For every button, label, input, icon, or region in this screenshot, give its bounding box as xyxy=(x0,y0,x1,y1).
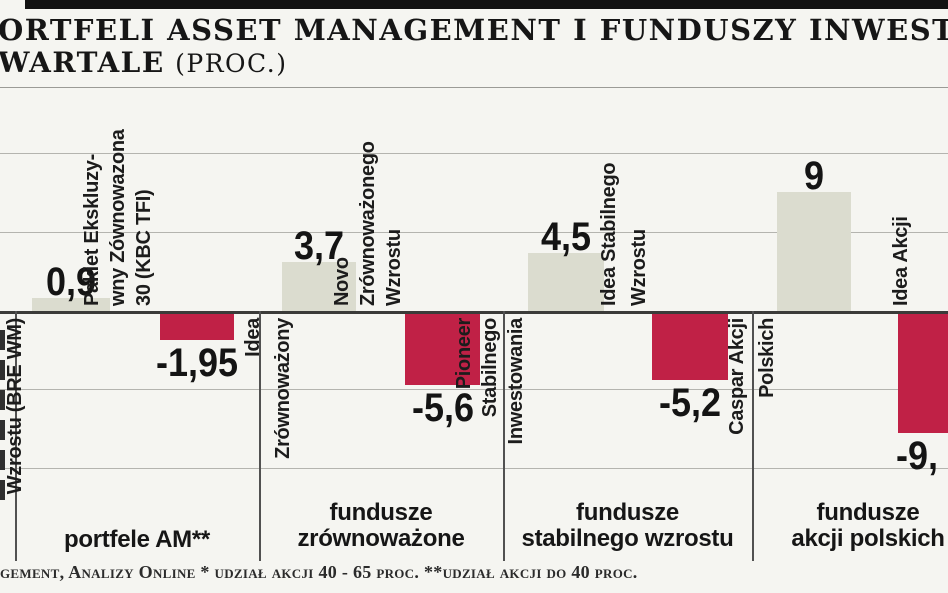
bar-name-caspar-akcji: Caspar Akcji Polskich xyxy=(722,318,782,466)
bar-name-line: Inwestowania xyxy=(505,318,527,445)
bar-name-line: Novo xyxy=(331,257,353,306)
group-divider xyxy=(752,311,754,561)
bar-name-line: Pioneer xyxy=(453,318,475,390)
bar-name-line: Wzrostu (BRE WM) xyxy=(4,318,26,495)
value-label: 0,9 xyxy=(45,260,97,304)
value-label: 4,5 xyxy=(540,215,592,259)
bar-name-line: 30 (KBC TFI) xyxy=(133,189,155,306)
bar-idea-akcji xyxy=(898,314,948,433)
bar-name-line: Pakiet Ekskluzy- xyxy=(81,154,103,306)
group-label-fundusze-stabilnego: fundusze stabilnego wzrostu xyxy=(503,500,752,552)
bar-name-line: Zrównoważonego xyxy=(357,141,379,306)
bar-name-pioneer-stabilnego: Pioneer Stabilnego Inwestowania xyxy=(451,318,529,478)
zero-baseline xyxy=(0,311,948,314)
group-label-line: fundusze xyxy=(329,499,433,526)
bar-name-pakiet-ekskluzywny: Pakiet Ekskluzy- wny Zównowazona 30 (KBC… xyxy=(79,101,157,306)
bar-name-idea-zrownowazony: Idea Zrównoważony xyxy=(238,318,298,490)
source-note: gement, Analizy Online * udział akcji 40… xyxy=(0,562,638,582)
bar-name-line: Idea Stabilnego xyxy=(598,162,620,306)
page-title-line2-bold: WARTALE xyxy=(0,46,165,79)
bar-name-line: Idea Akcji xyxy=(890,216,912,306)
bar-caspar-akcji-polskich xyxy=(777,192,851,311)
bar-name-idea-akcji: Idea Akcji xyxy=(888,188,914,306)
bar-novo-zrownowazonego-wzrostu xyxy=(405,314,480,385)
gridline xyxy=(0,468,948,469)
bar-name-portfel-modelowy: Portfel Modelowy Stabilnego Wzrostu (BRE… xyxy=(0,318,28,513)
gridline xyxy=(0,389,948,390)
bar-name-line: Zrównoważony xyxy=(272,318,294,459)
bar-name-line: Caspar Akcji xyxy=(726,318,748,435)
bar-idea-stabilnego-wzrostu xyxy=(652,314,728,380)
bar-name-line: Wzrostu xyxy=(383,229,405,306)
group-divider xyxy=(15,311,17,561)
title-top-rule xyxy=(25,0,948,9)
bar-portfel-modelowy xyxy=(32,298,110,311)
bar-name-line: Stabilnego xyxy=(479,318,501,418)
bar-pioneer-stabilnego-inwestowania xyxy=(528,253,604,311)
group-label-line: fundusze xyxy=(576,499,679,526)
page-title-unit: (PROC.) xyxy=(175,49,288,78)
page-title-line1: ORTFELI ASSET MANAGEMENT I FUNDUSZY INWE… xyxy=(0,13,948,47)
gridline xyxy=(0,153,948,154)
group-label-line: zrównoważone xyxy=(297,525,465,552)
group-label-line: stabilnego wzrostu xyxy=(521,525,734,552)
bar-name-idea-stabilnego: Idea Stabilnego Wzrostu xyxy=(594,128,654,306)
bar-name-line: Wzrostu xyxy=(628,229,650,306)
group-divider xyxy=(259,311,261,561)
value-label: -9, xyxy=(896,434,939,478)
gridline-top-frame xyxy=(0,87,948,88)
page-title-line2: WARTALE (PROC.) xyxy=(0,46,287,79)
group-label-portfele-am: portfele AM** xyxy=(15,527,259,553)
value-label: -5,6 xyxy=(411,386,475,430)
clipped-label-fragment xyxy=(0,330,5,505)
group-label-fundusze-zrownowazone: fundusze zrównoważone xyxy=(259,500,503,552)
bar-name-line: Idea xyxy=(242,318,264,357)
value-label: -5,2 xyxy=(658,381,722,425)
bar-name-line: Polskich xyxy=(756,318,778,398)
group-divider xyxy=(503,311,505,561)
bar-pakiet-ekskluzywny xyxy=(160,314,234,340)
bar-name-novo-zrownowazonego: Novo Zrównoważonego Wzrostu xyxy=(329,111,407,306)
value-label: -1,95 xyxy=(155,341,239,385)
bar-name-line: wny Zównowazona xyxy=(107,129,129,306)
group-label-line: fundusze xyxy=(816,499,920,526)
group-label-fundusze-akcji: fundusze akcji polskich xyxy=(748,500,948,552)
value-label: 9 xyxy=(803,154,825,198)
value-label: 3,7 xyxy=(293,224,345,268)
gridline xyxy=(0,232,948,233)
group-label-line: portfele AM** xyxy=(64,526,210,553)
group-label-line: akcji polskich xyxy=(791,525,945,552)
bar-idea-zrownowazony xyxy=(282,262,356,311)
